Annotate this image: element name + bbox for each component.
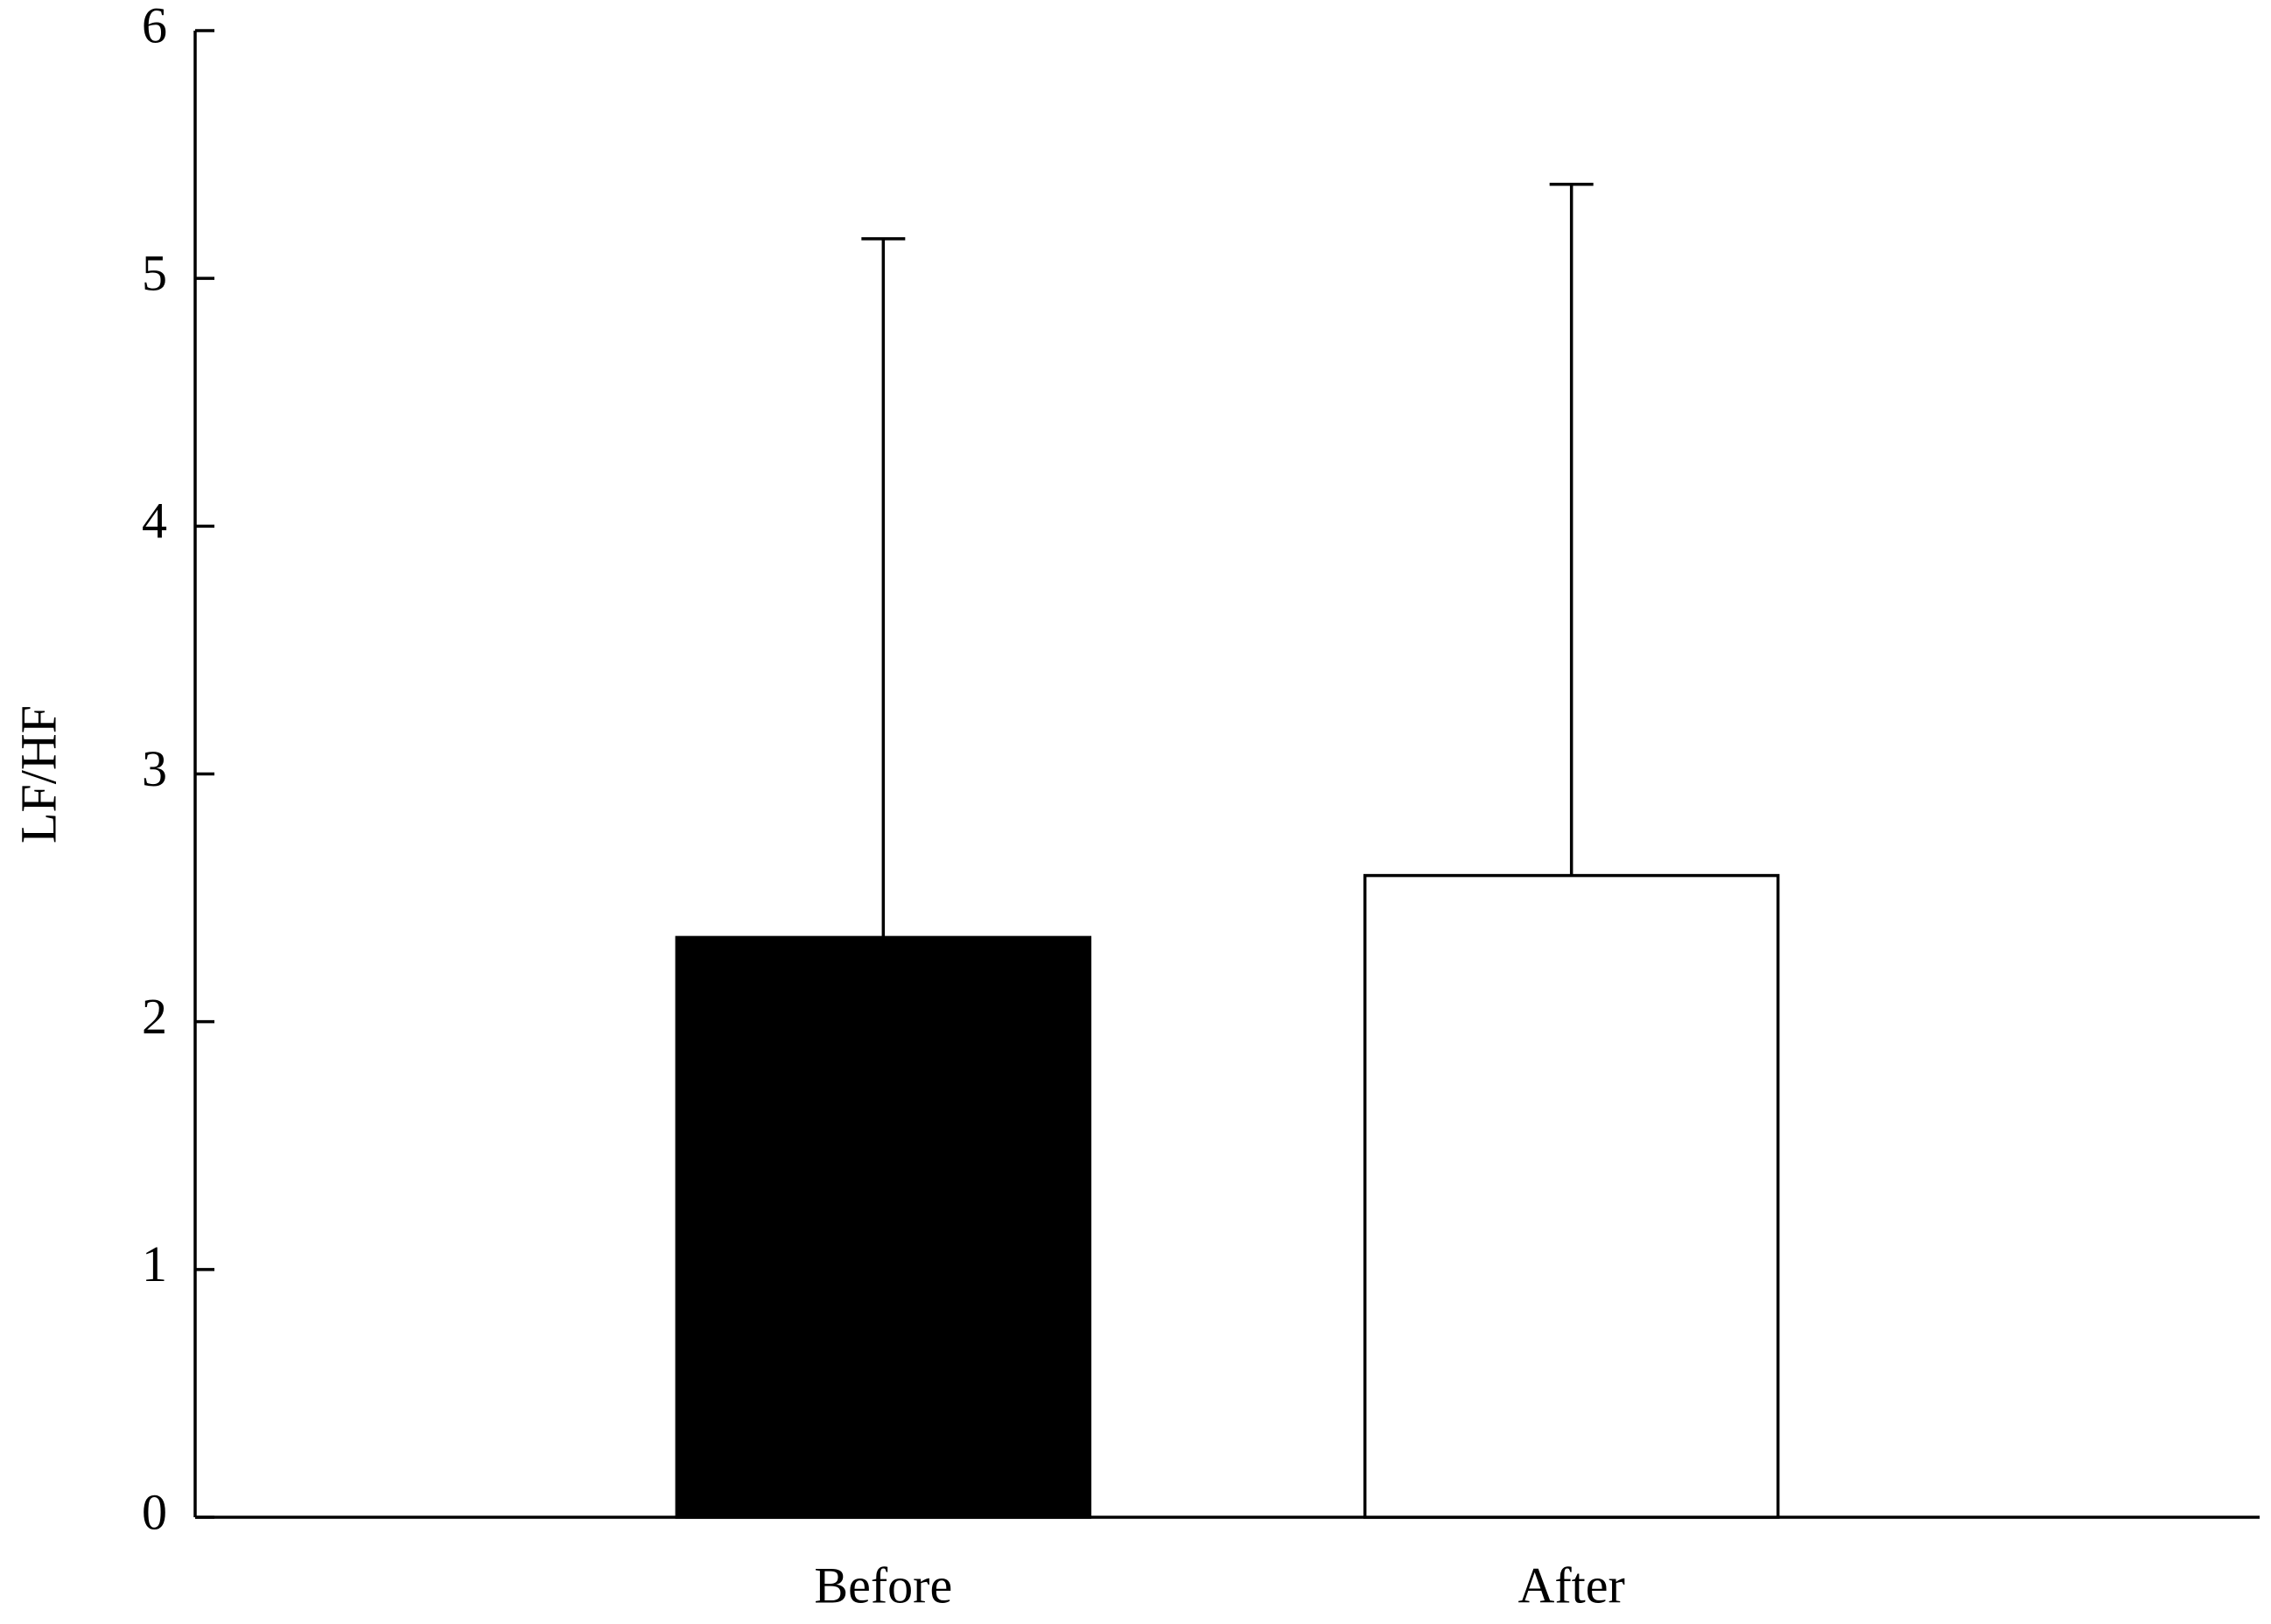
bar: [1363, 873, 1780, 1519]
y-tick-label: 2: [142, 988, 167, 1045]
y-tick-label: 0: [142, 1483, 167, 1540]
y-tick-label: 4: [142, 493, 167, 550]
y-axis-label: LF/HF: [10, 705, 67, 844]
y-tick-label: 5: [142, 244, 167, 301]
y-tick-label: 6: [142, 0, 167, 53]
x-tick-label: Before: [814, 1557, 952, 1614]
x-tick-label: After: [1518, 1557, 1624, 1614]
y-tick-label: 3: [142, 740, 167, 797]
bar: [675, 935, 1092, 1519]
y-tick-label: 1: [142, 1236, 167, 1292]
